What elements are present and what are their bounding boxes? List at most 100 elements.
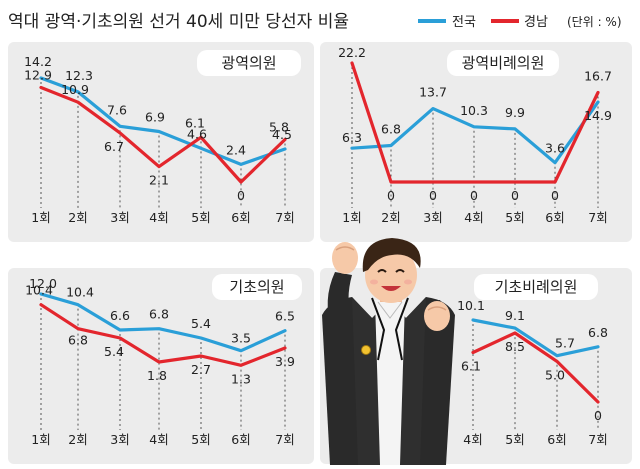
series-line-national — [471, 318, 600, 358]
data-label-gyeongnam: 6.7 — [104, 139, 124, 154]
data-label-gyeongnam: 16.7 — [584, 68, 612, 83]
x-tick-label: 1회 — [342, 210, 361, 225]
data-label-national: 4.5 — [272, 127, 292, 142]
data-label-gyeongnam: 10.9 — [61, 82, 89, 97]
data-label-gyeongnam: 1.8 — [147, 368, 167, 383]
panel-title-box — [197, 50, 301, 76]
series-line-gyeongnam — [350, 61, 600, 184]
series-line-gyeongnam — [471, 331, 600, 404]
data-label-national: 2.4 — [226, 142, 246, 157]
x-tick-label: 6회 — [231, 210, 250, 225]
panel-title: 광역비례의원 — [462, 54, 545, 72]
x-tick-label: 3회 — [423, 210, 442, 225]
data-label-national: 3.6 — [545, 141, 565, 156]
data-label-gyeongnam: 0 — [594, 408, 602, 423]
series-line-national — [350, 100, 600, 165]
series-line-national — [39, 292, 287, 353]
data-label-national: 10.3 — [460, 103, 488, 118]
data-label-national: 6.9 — [145, 109, 165, 124]
x-tick-label: 1회 — [31, 210, 50, 225]
data-label-national: 7.6 — [107, 102, 127, 117]
x-tick-label: 6회 — [545, 210, 564, 225]
panel-title-box — [447, 50, 559, 76]
data-label-national: 6.8 — [149, 307, 169, 322]
data-label-gyeongnam: 5.8 — [269, 120, 289, 135]
data-label-gyeongnam: 6.1 — [185, 115, 205, 130]
data-label-gyeongnam: 0 — [551, 188, 559, 203]
data-label-national: 14.9 — [584, 108, 612, 123]
x-tick-label: 2회 — [68, 432, 87, 447]
x-tick-label: 5회 — [191, 432, 210, 447]
data-label-gyeongnam: 10.4 — [25, 283, 53, 298]
x-tick-label: 2회 — [68, 210, 87, 225]
x-tick-label: 7회 — [588, 432, 607, 447]
series-line-gyeongnam — [39, 303, 287, 367]
data-label-national: 6.6 — [110, 308, 130, 323]
series-line-national — [39, 76, 287, 166]
panel-background — [8, 268, 314, 464]
data-label-national: 6.8 — [381, 122, 401, 137]
x-tick-label: 7회 — [588, 210, 607, 225]
x-tick-label: 5회 — [191, 210, 210, 225]
x-tick-label: 4회 — [149, 432, 168, 447]
legend: 전국 경남 — [418, 15, 548, 30]
x-tick-label: 3회 — [110, 210, 129, 225]
data-label-national: 13.7 — [419, 85, 447, 100]
data-label-gyeongnam: 6.1 — [461, 358, 481, 373]
x-tick-label: 5회 — [505, 432, 524, 447]
data-label-national: 6.8 — [588, 325, 608, 340]
data-label-gyeongnam: 5.0 — [545, 367, 565, 382]
legend-label-gyeongnam: 경남 — [524, 15, 548, 30]
data-label-national: 9.9 — [505, 105, 525, 120]
x-tick-label: 1회 — [31, 432, 50, 447]
data-label-national: 3.5 — [231, 331, 251, 346]
x-tick-label: 3회 — [110, 432, 129, 447]
page-title: 역대 광역·기초의원 선거 40세 미만 당선자 비율 — [8, 12, 349, 32]
x-tick-label: 4회 — [149, 210, 168, 225]
data-label-gyeongnam: 22.2 — [338, 45, 366, 60]
data-label-national: 4.6 — [187, 126, 207, 141]
data-label-gyeongnam: 12.9 — [24, 68, 52, 83]
panel-title: 기초의원 — [229, 278, 284, 296]
panel-title: 기초비례의원 — [495, 278, 578, 296]
data-label-national: 14.2 — [24, 54, 52, 69]
data-label-national: 10.1 — [457, 298, 485, 313]
data-label-gyeongnam: 0 — [470, 188, 478, 203]
panel-title-box — [474, 274, 598, 300]
series-line-gyeongnam — [39, 85, 287, 184]
cheering-man-illustration — [322, 238, 455, 465]
data-label-gyeongnam: 3.9 — [275, 354, 295, 369]
data-label-national: 12.0 — [29, 276, 57, 291]
x-tick-label: 5회 — [505, 210, 524, 225]
legend-label-national: 전국 — [452, 15, 476, 30]
data-label-gyeongnam: 2.7 — [191, 362, 211, 377]
x-tick-label: 7회 — [275, 432, 294, 447]
data-label-national: 5.4 — [191, 316, 211, 331]
data-label-national: 6.5 — [275, 309, 295, 324]
x-tick-label: 2회 — [381, 210, 400, 225]
x-tick-label: 6회 — [231, 432, 250, 447]
data-label-gyeongnam: 0 — [387, 188, 395, 203]
data-label-national: 5.7 — [555, 336, 575, 351]
panel-title: 광역의원 — [221, 54, 276, 72]
data-label-gyeongnam: 5.4 — [104, 344, 124, 359]
data-label-gyeongnam: 2.1 — [149, 173, 169, 188]
data-label-gyeongnam: 1.3 — [231, 371, 251, 386]
x-tick-label: 6회 — [547, 432, 566, 447]
data-label-gyeongnam: 6.8 — [68, 333, 88, 348]
x-tick-label: 7회 — [275, 210, 294, 225]
unit-label: (단위 : %) — [567, 15, 622, 29]
data-label-gyeongnam: 0 — [429, 188, 437, 203]
panel-background — [8, 42, 314, 242]
x-tick-label: 4회 — [463, 432, 482, 447]
data-label-national: 9.1 — [505, 308, 525, 323]
data-label-gyeongnam: 0 — [237, 188, 245, 203]
data-label-national: 12.3 — [65, 68, 93, 83]
data-label-gyeongnam: 8.5 — [505, 339, 525, 354]
x-tick-label: 4회 — [464, 210, 483, 225]
chart-panel-1: 광역의원 14.2 12.3 7.6 6.9 4.6 2.4 4.5 12.9 10.9 6.7 2.… — [8, 42, 314, 242]
panel-title-box — [212, 274, 302, 300]
data-label-national: 6.3 — [342, 130, 362, 145]
